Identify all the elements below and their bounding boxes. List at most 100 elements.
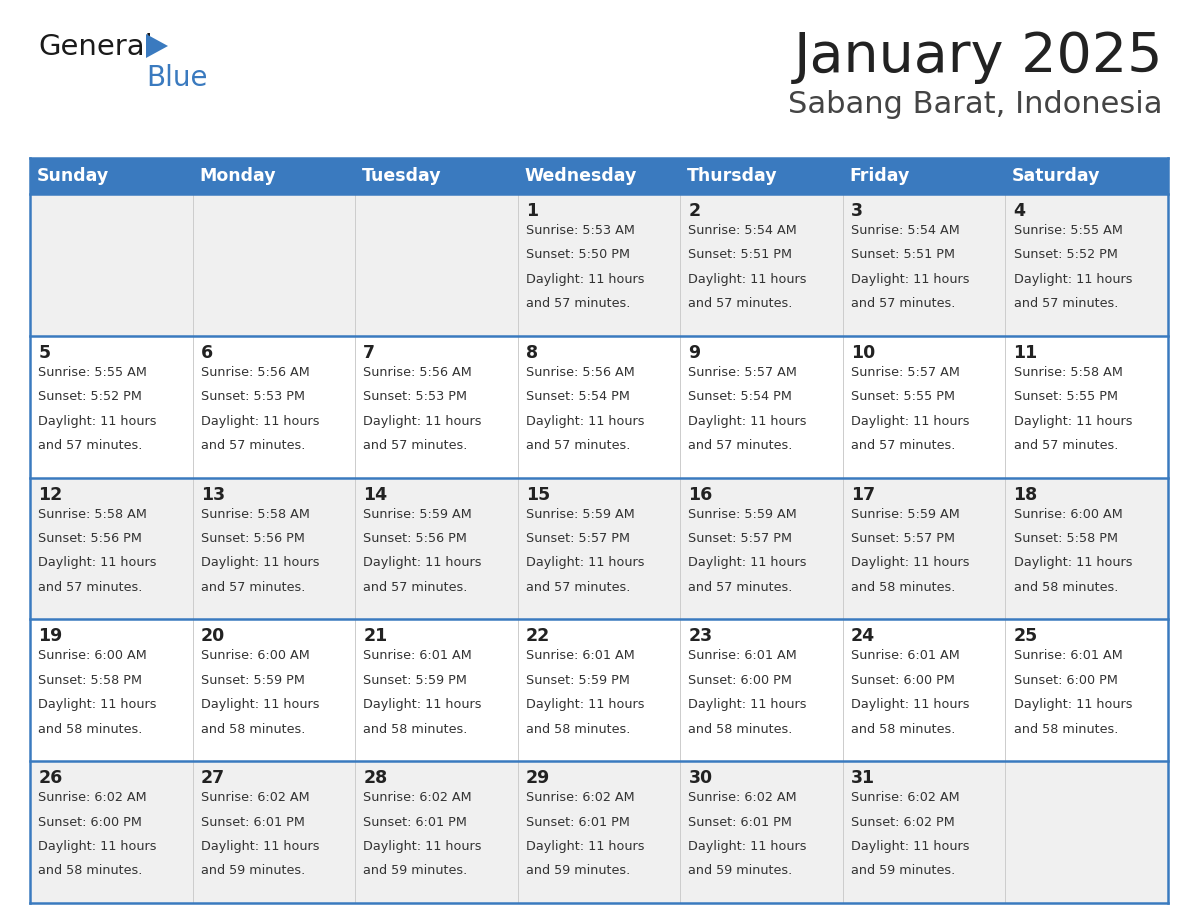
Text: Sunrise: 5:58 AM: Sunrise: 5:58 AM: [38, 508, 147, 521]
Text: 8: 8: [526, 344, 538, 362]
Text: and 57 minutes.: and 57 minutes.: [688, 581, 792, 594]
Text: Sunset: 5:58 PM: Sunset: 5:58 PM: [38, 674, 143, 687]
Text: Daylight: 11 hours: Daylight: 11 hours: [38, 556, 157, 569]
Text: 9: 9: [688, 344, 701, 362]
Text: and 58 minutes.: and 58 minutes.: [201, 722, 305, 735]
Text: and 57 minutes.: and 57 minutes.: [201, 581, 305, 594]
Text: Daylight: 11 hours: Daylight: 11 hours: [526, 699, 644, 711]
Text: Sunrise: 6:02 AM: Sunrise: 6:02 AM: [851, 791, 960, 804]
Text: Sunrise: 6:02 AM: Sunrise: 6:02 AM: [526, 791, 634, 804]
Text: 15: 15: [526, 486, 550, 504]
Text: and 57 minutes.: and 57 minutes.: [201, 439, 305, 452]
Text: Sunset: 5:52 PM: Sunset: 5:52 PM: [1013, 249, 1118, 262]
Bar: [30, 336, 1168, 477]
Text: Daylight: 11 hours: Daylight: 11 hours: [1013, 699, 1132, 711]
Text: Daylight: 11 hours: Daylight: 11 hours: [851, 840, 969, 853]
Text: and 58 minutes.: and 58 minutes.: [364, 722, 468, 735]
Text: and 58 minutes.: and 58 minutes.: [1013, 722, 1118, 735]
Text: 30: 30: [688, 769, 713, 788]
Text: and 58 minutes.: and 58 minutes.: [1013, 581, 1118, 594]
Text: and 58 minutes.: and 58 minutes.: [38, 865, 143, 878]
Text: Daylight: 11 hours: Daylight: 11 hours: [526, 415, 644, 428]
Text: Sunset: 5:57 PM: Sunset: 5:57 PM: [688, 532, 792, 545]
Text: Sunrise: 6:02 AM: Sunrise: 6:02 AM: [688, 791, 797, 804]
Text: Daylight: 11 hours: Daylight: 11 hours: [688, 415, 807, 428]
Text: Sunrise: 6:01 AM: Sunrise: 6:01 AM: [688, 649, 797, 663]
Text: and 57 minutes.: and 57 minutes.: [688, 297, 792, 310]
Polygon shape: [146, 34, 168, 58]
Text: and 59 minutes.: and 59 minutes.: [851, 865, 955, 878]
Text: Sunrise: 5:54 AM: Sunrise: 5:54 AM: [851, 224, 960, 237]
Text: Sunset: 5:50 PM: Sunset: 5:50 PM: [526, 249, 630, 262]
Text: and 58 minutes.: and 58 minutes.: [38, 722, 143, 735]
Text: Sunset: 6:00 PM: Sunset: 6:00 PM: [688, 674, 792, 687]
Text: 27: 27: [201, 769, 225, 788]
Text: 28: 28: [364, 769, 387, 788]
Text: 1: 1: [526, 202, 538, 220]
Text: and 57 minutes.: and 57 minutes.: [851, 297, 955, 310]
Text: Daylight: 11 hours: Daylight: 11 hours: [38, 699, 157, 711]
Text: Daylight: 11 hours: Daylight: 11 hours: [851, 415, 969, 428]
Text: Daylight: 11 hours: Daylight: 11 hours: [38, 415, 157, 428]
Text: Daylight: 11 hours: Daylight: 11 hours: [688, 556, 807, 569]
Text: Sunset: 5:57 PM: Sunset: 5:57 PM: [851, 532, 955, 545]
Text: and 57 minutes.: and 57 minutes.: [1013, 297, 1118, 310]
Text: 2: 2: [688, 202, 701, 220]
Text: Daylight: 11 hours: Daylight: 11 hours: [38, 840, 157, 853]
Text: 3: 3: [851, 202, 862, 220]
Text: and 58 minutes.: and 58 minutes.: [688, 722, 792, 735]
Text: and 59 minutes.: and 59 minutes.: [364, 865, 468, 878]
Text: Sunset: 5:54 PM: Sunset: 5:54 PM: [688, 390, 792, 403]
Text: 24: 24: [851, 627, 876, 645]
Text: 20: 20: [201, 627, 225, 645]
Text: Daylight: 11 hours: Daylight: 11 hours: [201, 840, 320, 853]
Text: Sunset: 6:01 PM: Sunset: 6:01 PM: [201, 815, 304, 829]
Text: Sunrise: 5:59 AM: Sunrise: 5:59 AM: [688, 508, 797, 521]
Text: and 57 minutes.: and 57 minutes.: [526, 297, 630, 310]
Text: Sunset: 6:01 PM: Sunset: 6:01 PM: [364, 815, 467, 829]
Text: 18: 18: [1013, 486, 1038, 504]
Text: Friday: Friday: [849, 167, 910, 185]
Text: Daylight: 11 hours: Daylight: 11 hours: [688, 699, 807, 711]
Text: and 57 minutes.: and 57 minutes.: [38, 439, 143, 452]
Text: Tuesday: Tuesday: [361, 167, 441, 185]
Text: Sabang Barat, Indonesia: Sabang Barat, Indonesia: [789, 90, 1163, 119]
Text: 26: 26: [38, 769, 63, 788]
Text: Sunset: 5:59 PM: Sunset: 5:59 PM: [526, 674, 630, 687]
Text: Sunrise: 5:56 AM: Sunrise: 5:56 AM: [364, 365, 472, 379]
Text: Daylight: 11 hours: Daylight: 11 hours: [851, 273, 969, 285]
Text: and 59 minutes.: and 59 minutes.: [688, 865, 792, 878]
Text: Sunset: 6:00 PM: Sunset: 6:00 PM: [1013, 674, 1118, 687]
Text: 11: 11: [1013, 344, 1038, 362]
Text: 21: 21: [364, 627, 387, 645]
Text: Daylight: 11 hours: Daylight: 11 hours: [364, 415, 482, 428]
Text: 10: 10: [851, 344, 876, 362]
Text: and 57 minutes.: and 57 minutes.: [851, 439, 955, 452]
Text: 29: 29: [526, 769, 550, 788]
Text: and 57 minutes.: and 57 minutes.: [526, 581, 630, 594]
Text: Sunrise: 6:00 AM: Sunrise: 6:00 AM: [38, 649, 147, 663]
Text: Sunrise: 5:59 AM: Sunrise: 5:59 AM: [851, 508, 960, 521]
Text: Sunrise: 5:59 AM: Sunrise: 5:59 AM: [364, 508, 472, 521]
Text: Sunrise: 6:02 AM: Sunrise: 6:02 AM: [201, 791, 309, 804]
Text: and 57 minutes.: and 57 minutes.: [688, 439, 792, 452]
Text: 12: 12: [38, 486, 63, 504]
Text: Daylight: 11 hours: Daylight: 11 hours: [851, 699, 969, 711]
Text: Daylight: 11 hours: Daylight: 11 hours: [1013, 556, 1132, 569]
Text: and 57 minutes.: and 57 minutes.: [364, 439, 468, 452]
Text: Sunrise: 6:02 AM: Sunrise: 6:02 AM: [38, 791, 147, 804]
Text: and 59 minutes.: and 59 minutes.: [201, 865, 305, 878]
Text: Daylight: 11 hours: Daylight: 11 hours: [526, 273, 644, 285]
Text: 16: 16: [688, 486, 713, 504]
Text: Daylight: 11 hours: Daylight: 11 hours: [364, 840, 482, 853]
Text: Sunrise: 5:58 AM: Sunrise: 5:58 AM: [1013, 365, 1123, 379]
Text: 14: 14: [364, 486, 387, 504]
Text: Daylight: 11 hours: Daylight: 11 hours: [201, 415, 320, 428]
Text: Sunset: 5:52 PM: Sunset: 5:52 PM: [38, 390, 143, 403]
Text: Thursday: Thursday: [687, 167, 777, 185]
Text: Sunset: 6:00 PM: Sunset: 6:00 PM: [851, 674, 955, 687]
Text: Sunday: Sunday: [37, 167, 109, 185]
Text: Sunrise: 6:00 AM: Sunrise: 6:00 AM: [201, 649, 309, 663]
Text: Sunset: 5:51 PM: Sunset: 5:51 PM: [851, 249, 955, 262]
Text: 6: 6: [201, 344, 213, 362]
